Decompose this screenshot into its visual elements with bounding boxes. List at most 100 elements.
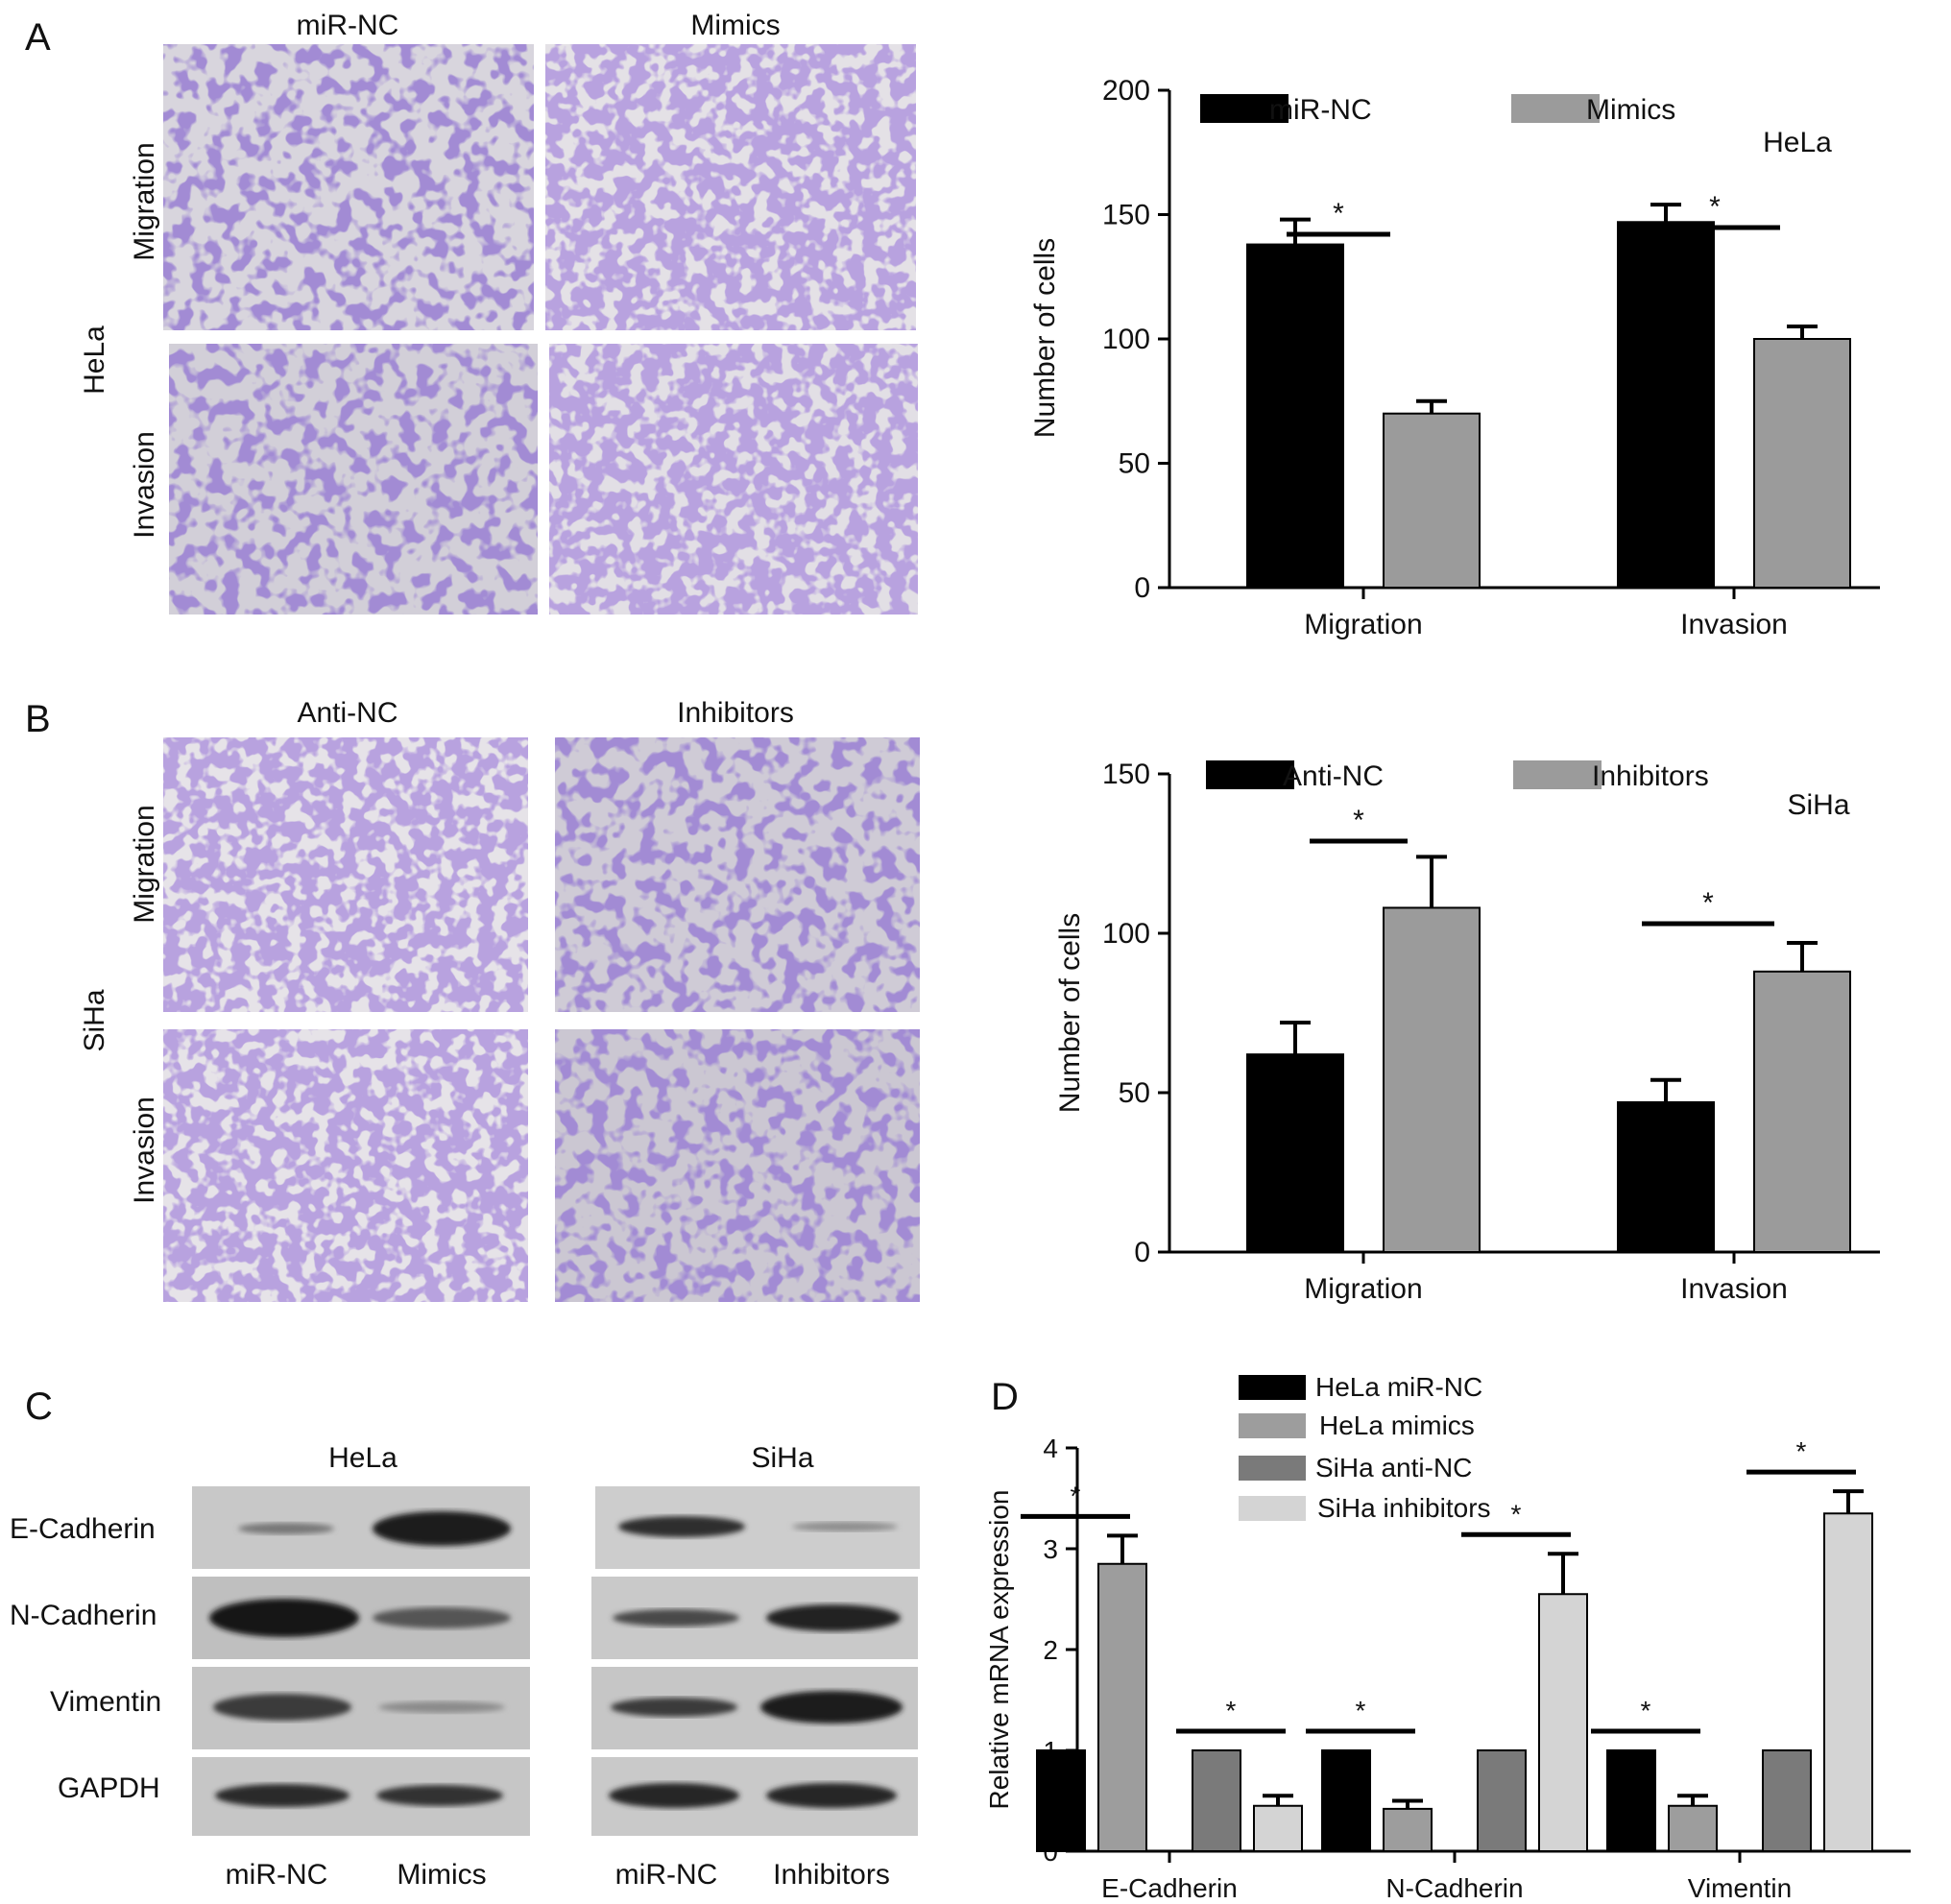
significance-label: * <box>1702 887 1714 919</box>
panel-c-letter: C <box>25 1386 53 1428</box>
chart-a: 0 50 100 150 200 Number of cells Migration Inva… <box>1029 75 1880 640</box>
blot-siha-vimentin <box>591 1667 918 1749</box>
micrograph-a-mimics-migration <box>545 44 916 330</box>
legend-swatch <box>1239 1456 1306 1481</box>
blot-siha-ecadherin <box>595 1486 920 1569</box>
blot-protein-label-vimentin: Vimentin <box>50 1686 161 1718</box>
blot-lane-label-siha-2: Inhibitors <box>773 1859 890 1891</box>
blot-hela-ncadherin <box>192 1577 530 1659</box>
panel-a-cell-line-label: HeLa <box>79 325 110 395</box>
blot-protein-label-gapdh: GAPDH <box>58 1772 160 1804</box>
chart-b: 0 50 100 150 Number of cells Migration Invasio… <box>1054 759 1880 1305</box>
legend-label: Anti-NC <box>1283 760 1384 792</box>
legend-label: Inhibitors <box>1592 760 1709 792</box>
x-tick-label: N-Cadherin <box>1385 1873 1523 1903</box>
significance-label: * <box>1796 1436 1807 1466</box>
bar-mir-nc-invasion <box>1617 221 1715 590</box>
y-tick-label: 4 <box>1043 1434 1058 1463</box>
x-tick-label: Migration <box>1304 609 1422 640</box>
blot-hela-gapdh <box>192 1757 530 1836</box>
x-tick-label: Invasion <box>1680 609 1788 640</box>
bar-siha-inhibitors-e-cadherin <box>1253 1804 1303 1852</box>
bar-hela-mimics-vimentin <box>1668 1804 1718 1852</box>
chart-d: 01234Relative mRNA expressionE-CadherinN… <box>984 1372 1911 1903</box>
bar-hela-mir-nc-n-cadherin <box>1321 1749 1371 1852</box>
bar-anti-nc-invasion <box>1617 1100 1715 1253</box>
blot-lane-label-hela-2: Mimics <box>397 1859 486 1891</box>
micrograph-b-antinc-migration <box>163 737 528 1012</box>
panel-a-micrographs: A miR-NC Mimics Migration Invasion HeLa <box>25 10 918 615</box>
legend-label: SiHa inhibitors <box>1317 1493 1491 1523</box>
y-axis-label: Relative mRNA expression <box>984 1489 1014 1809</box>
bar-siha-anti-nc-vimentin <box>1762 1749 1812 1852</box>
bar-inhibitors-invasion <box>1753 970 1851 1254</box>
bar-mimics-migration <box>1383 412 1481 590</box>
chart-annotation: SiHa <box>1787 789 1849 821</box>
bar-hela-mir-nc-vimentin <box>1606 1749 1656 1852</box>
panel-b-letter: B <box>25 698 51 740</box>
blot-siha-gapdh <box>591 1757 918 1836</box>
blot-group-title-hela: HeLa <box>328 1442 397 1474</box>
x-tick-label: E-Cadherin <box>1101 1873 1238 1903</box>
micrograph-a-mirnc-invasion <box>169 344 538 615</box>
bar-siha-anti-nc-e-cadherin <box>1192 1749 1241 1852</box>
significance-label: * <box>1353 805 1364 836</box>
legend-swatch <box>1513 760 1602 789</box>
legend-label: SiHa anti-NC <box>1315 1453 1472 1482</box>
y-tick-label: 3 <box>1043 1534 1058 1564</box>
significance-label: * <box>1226 1696 1237 1725</box>
significance-label: * <box>1333 198 1344 229</box>
panel-c-western-blot: C HeLa SiHa E-Cadherin N-Cadherin Viment… <box>10 1386 920 1891</box>
y-axis-label: Number of cells <box>1029 238 1061 438</box>
bar-hela-mir-nc-e-cadherin <box>1036 1749 1086 1852</box>
panel-d-letter: D <box>991 1376 1019 1418</box>
y-tick-label: 200 <box>1102 75 1150 107</box>
significance-label: * <box>1356 1696 1366 1725</box>
x-tick-label: Vimentin <box>1688 1873 1792 1903</box>
legend-swatch <box>1239 1413 1306 1438</box>
y-tick-label: 2 <box>1043 1635 1058 1665</box>
blot-hela-ecadherin <box>192 1486 530 1569</box>
x-tick-label: Invasion <box>1680 1273 1788 1305</box>
panel-a-row-label-2: Invasion <box>129 431 160 539</box>
y-tick-label: 100 <box>1102 918 1150 950</box>
bar-anti-nc-migration <box>1246 1053 1344 1254</box>
panel-a-col-label-1: miR-NC <box>297 10 399 41</box>
legend-swatch <box>1239 1375 1306 1400</box>
significance-label: * <box>1071 1481 1081 1510</box>
micrograph-b-inhibitors-migration <box>555 737 920 1012</box>
significance-label: * <box>1709 191 1721 223</box>
legend-label: HeLa miR-NC <box>1315 1372 1482 1402</box>
blot-protein-label-ncadherin: N-Cadherin <box>10 1600 157 1631</box>
panel-b-col-label-1: Anti-NC <box>297 697 397 729</box>
bar-inhibitors-migration <box>1383 906 1481 1253</box>
y-tick-label: 50 <box>1119 1077 1150 1109</box>
legend-label: miR-NC <box>1269 94 1372 126</box>
panel-b-row-label-2: Invasion <box>129 1097 160 1204</box>
charts-layer: 0 50 100 150 200 Number of cells Migration Inva… <box>984 75 1911 1903</box>
blot-siha-ncadherin <box>591 1577 918 1659</box>
bar-hela-mimics-n-cadherin <box>1383 1807 1433 1853</box>
panel-b-micrographs: B Anti-NC Inhibitors Migration Invasion … <box>25 697 920 1302</box>
bar-siha-inhibitors-n-cadherin <box>1538 1593 1588 1852</box>
panel-a-letter: A <box>25 16 51 59</box>
y-tick-label: 150 <box>1102 759 1150 790</box>
x-tick-label: Migration <box>1304 1273 1422 1305</box>
blot-lane-label-siha-1: miR-NC <box>615 1859 718 1891</box>
blot-group-title-siha: SiHa <box>751 1442 813 1474</box>
legend-swatch <box>1206 760 1294 789</box>
legend-swatch <box>1511 94 1600 123</box>
panel-a-col-label-2: Mimics <box>690 10 780 41</box>
micrograph-a-mirnc-migration <box>163 44 534 330</box>
legend-label: HeLa mimics <box>1319 1410 1475 1440</box>
blot-hela-vimentin <box>192 1667 530 1749</box>
bar-siha-inhibitors-vimentin <box>1823 1512 1873 1852</box>
y-tick-label: 50 <box>1119 448 1150 480</box>
bar-mir-nc-migration <box>1246 243 1344 590</box>
y-tick-label: 150 <box>1102 200 1150 231</box>
panel-b-col-label-2: Inhibitors <box>677 697 794 729</box>
legend-swatch <box>1239 1496 1306 1521</box>
blot-protein-label-ecadherin: E-Cadherin <box>10 1513 156 1545</box>
blot-lane-label-hela-1: miR-NC <box>226 1859 328 1891</box>
bar-hela-mimics-e-cadherin <box>1097 1562 1147 1852</box>
